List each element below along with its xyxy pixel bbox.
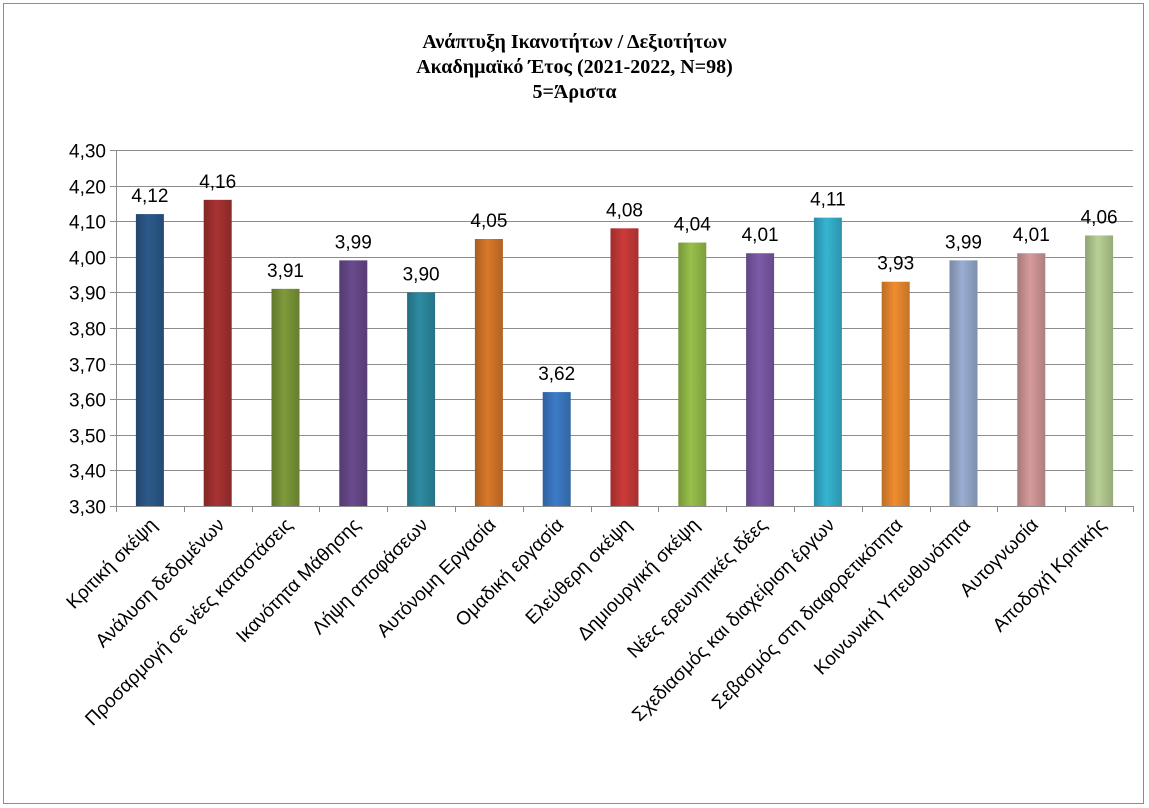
bar-value-label: 4,11 xyxy=(810,190,846,211)
data-labels: 4,12 4,16 3,91 3,99 3,90 4,05 3,62 4,08 4,04 4,01… xyxy=(131,172,1117,385)
bar-value-label: 4,04 xyxy=(674,215,711,236)
bar xyxy=(610,228,639,506)
y-tick-label: 4,00 xyxy=(69,249,106,270)
y-tick-label: 4,30 xyxy=(69,142,106,163)
bar xyxy=(135,214,164,506)
bar xyxy=(474,239,503,506)
y-tick-label: 4,20 xyxy=(69,178,106,199)
category-label: Δημιουργική σκέψη xyxy=(574,515,704,645)
bar xyxy=(813,217,842,506)
category-label: Ανάλυση δεδομένων xyxy=(92,515,229,652)
bar-value-label: 3,93 xyxy=(877,254,914,275)
bar-value-label: 3,99 xyxy=(945,232,982,253)
bar-value-label: 3,90 xyxy=(403,264,440,285)
bar xyxy=(271,288,300,506)
chart-title-line-2: Ακαδημαϊκό Έτος (2021-2022, N=98) xyxy=(416,56,733,78)
category-label: Αυτόνομη Εργασία xyxy=(373,515,500,642)
bar xyxy=(746,253,775,506)
category-label: Αποδοχή Κριτικής xyxy=(989,515,1111,637)
bar-value-label: 4,06 xyxy=(1081,207,1118,228)
chart-title: Ανάπτυξη Ικανοτήτων / Δεξιοτήτων Ακαδημα… xyxy=(0,30,1149,105)
bar-value-label: 4,08 xyxy=(606,200,643,221)
chart-title-line-3: 5=Άριστα xyxy=(532,81,617,103)
bar xyxy=(1017,253,1046,506)
y-tick-label: 3,40 xyxy=(69,462,106,483)
bar xyxy=(407,292,436,506)
bar-value-label: 3,62 xyxy=(538,364,575,385)
y-tick-label: 3,60 xyxy=(69,391,106,412)
bar xyxy=(339,260,368,506)
y-tick-label: 3,50 xyxy=(69,427,106,448)
bar xyxy=(542,392,571,506)
y-tick-label: 4,10 xyxy=(69,213,106,234)
bar-value-label: 4,05 xyxy=(470,211,507,232)
y-tick-label: 3,30 xyxy=(69,498,106,519)
bar-value-label: 4,12 xyxy=(131,186,168,207)
bar-value-label: 4,01 xyxy=(1013,225,1050,246)
category-label: Ικανότητα Μάθησης xyxy=(232,515,364,647)
category-label: Λήψη αποφάσεων xyxy=(308,515,432,639)
bar-value-label: 3,91 xyxy=(267,261,304,282)
bar xyxy=(678,242,707,506)
bar-value-label: 4,16 xyxy=(199,172,236,193)
bar xyxy=(203,199,232,506)
y-tick-label: 3,90 xyxy=(69,284,106,305)
bar-value-label: 3,99 xyxy=(335,232,372,253)
y-tick-label: 3,80 xyxy=(69,320,106,341)
bar-value-label: 4,01 xyxy=(742,225,779,246)
y-tick-label: 3,70 xyxy=(69,356,106,377)
chart-title-line-1: Ανάπτυξη Ικανοτήτων / Δεξιοτήτων xyxy=(422,31,727,53)
bar xyxy=(1085,235,1114,506)
bar xyxy=(881,281,910,506)
bar xyxy=(949,260,978,506)
axes: 4,30 4,20 4,10 4,00 3,90 3,80 3,70 3,60 3,50 3,40… xyxy=(69,142,1134,519)
bars xyxy=(135,199,1114,506)
